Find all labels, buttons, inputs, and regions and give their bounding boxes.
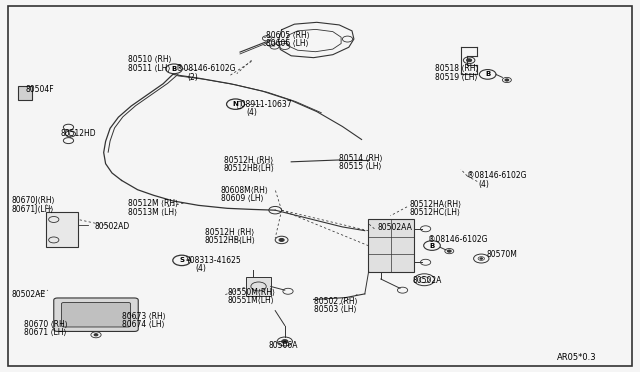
Text: 80609 ⟨LH⟩: 80609 ⟨LH⟩ <box>221 194 264 203</box>
Text: 80502AD: 80502AD <box>95 222 130 231</box>
Text: B: B <box>485 71 490 77</box>
Bar <box>246 277 271 296</box>
Text: 80608M⟨RH⟩: 80608M⟨RH⟩ <box>221 186 269 195</box>
Text: 80502A: 80502A <box>413 276 442 285</box>
Text: 80506A: 80506A <box>269 341 298 350</box>
Circle shape <box>279 238 284 241</box>
Text: 80502AA: 80502AA <box>378 223 412 232</box>
Text: B: B <box>429 243 435 248</box>
Text: 80504F: 80504F <box>26 85 54 94</box>
Circle shape <box>467 59 472 62</box>
Circle shape <box>480 258 483 259</box>
Text: ⓝ08911-10637: ⓝ08911-10637 <box>237 100 292 109</box>
Text: 80513M ⟨LH⟩: 80513M ⟨LH⟩ <box>128 208 177 217</box>
Text: 80512H ⟨RH⟩: 80512H ⟨RH⟩ <box>205 228 254 237</box>
Text: ®08146-6102G: ®08146-6102G <box>467 171 527 180</box>
Text: N: N <box>232 101 239 107</box>
Text: 80512HB⟨LH⟩: 80512HB⟨LH⟩ <box>224 164 275 173</box>
Bar <box>18 86 32 100</box>
Text: ®08146-6102G: ®08146-6102G <box>428 235 487 244</box>
Text: ¥08313-41625: ¥08313-41625 <box>186 256 241 265</box>
Text: 80512HA⟨RH⟩: 80512HA⟨RH⟩ <box>410 200 461 209</box>
Text: 80512HC⟨LH⟩: 80512HC⟨LH⟩ <box>410 208 461 217</box>
Text: AR05*0.3: AR05*0.3 <box>557 353 596 362</box>
Text: 80514 ⟨RH⟩: 80514 ⟨RH⟩ <box>339 154 383 163</box>
Text: 80519 ⟨LH⟩: 80519 ⟨LH⟩ <box>435 73 477 82</box>
Bar <box>368 219 414 272</box>
Text: 80512H ⟨RH⟩: 80512H ⟨RH⟩ <box>224 155 273 164</box>
Text: 80570M: 80570M <box>486 250 517 259</box>
Text: B: B <box>172 66 177 72</box>
Text: 80518 ⟨RH⟩: 80518 ⟨RH⟩ <box>435 64 479 73</box>
Text: 80606 ⟨LH⟩: 80606 ⟨LH⟩ <box>266 39 308 48</box>
Text: 80512M ⟨RH⟩: 80512M ⟨RH⟩ <box>128 199 178 208</box>
Text: 80605 ⟨RH⟩: 80605 ⟨RH⟩ <box>266 31 309 40</box>
Circle shape <box>447 250 451 252</box>
FancyBboxPatch shape <box>61 302 131 327</box>
Text: 80550M⟨RH⟩: 80550M⟨RH⟩ <box>227 288 275 296</box>
Text: (4): (4) <box>246 108 257 117</box>
Text: 80512HB⟨LH⟩: 80512HB⟨LH⟩ <box>205 236 255 245</box>
Text: (4): (4) <box>195 264 206 273</box>
Text: 80510 ⟨RH⟩: 80510 ⟨RH⟩ <box>128 55 172 64</box>
Text: 80502AE: 80502AE <box>12 290 45 299</box>
Text: 80671 ⟨LH⟩: 80671 ⟨LH⟩ <box>24 328 67 337</box>
Text: 80503 ⟨LH⟩: 80503 ⟨LH⟩ <box>314 305 356 314</box>
Text: 80670J⟨RH⟩: 80670J⟨RH⟩ <box>12 196 55 205</box>
Text: (4): (4) <box>479 180 490 189</box>
Text: 80551M⟨LH⟩: 80551M⟨LH⟩ <box>227 296 274 305</box>
Text: 80515 ⟨LH⟩: 80515 ⟨LH⟩ <box>339 162 381 171</box>
Bar <box>46 212 78 247</box>
Text: 80502 ⟨RH⟩: 80502 ⟨RH⟩ <box>314 297 357 306</box>
Text: 80673 ⟨RH⟩: 80673 ⟨RH⟩ <box>122 312 165 321</box>
Text: 80670 ⟨RH⟩: 80670 ⟨RH⟩ <box>24 320 68 329</box>
Circle shape <box>505 79 509 81</box>
FancyBboxPatch shape <box>54 298 138 331</box>
Text: 80511 ⟨LH⟩: 80511 ⟨LH⟩ <box>128 64 170 73</box>
Text: (2): (2) <box>188 73 198 82</box>
Text: 80674 ⟨LH⟩: 80674 ⟨LH⟩ <box>122 320 164 329</box>
Circle shape <box>94 334 98 336</box>
Circle shape <box>282 340 288 343</box>
Text: 80671J⟨LH⟩: 80671J⟨LH⟩ <box>12 205 54 214</box>
Text: ®08146-6102G: ®08146-6102G <box>176 64 236 73</box>
Text: S: S <box>179 257 184 263</box>
Text: 80512HD: 80512HD <box>61 129 97 138</box>
